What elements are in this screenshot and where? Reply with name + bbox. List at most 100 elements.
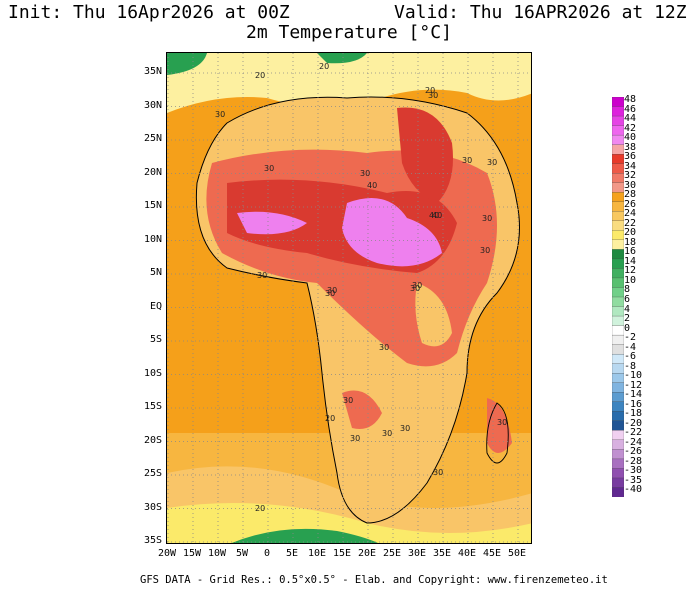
contour-label: 30 xyxy=(350,434,360,443)
colorbar-tick-label: 12 xyxy=(624,265,637,277)
longitude-label: 10E xyxy=(307,548,327,559)
longitude-label: 25E xyxy=(382,548,402,559)
colorbar-swatch xyxy=(612,258,624,269)
colorbar-swatch xyxy=(612,382,624,393)
latitude-label: 20N xyxy=(143,166,162,178)
contour-label: 20 xyxy=(255,504,265,513)
colorbar-swatch xyxy=(612,439,624,450)
colorbar-swatch xyxy=(612,211,624,222)
colorbar-swatch xyxy=(612,268,624,279)
contour-label: 30 xyxy=(360,169,370,178)
longitude-label: 30E xyxy=(407,548,427,559)
colorbar-swatch xyxy=(612,344,624,355)
longitude-label: 50E xyxy=(507,548,527,559)
colorbar-tick-label: -40 xyxy=(624,484,643,496)
colorbar-swatch xyxy=(612,97,624,107)
colorbar-tick-label: 22 xyxy=(624,217,637,229)
colorbar-swatch xyxy=(612,411,624,422)
variable-title: 2m Temperature [°C] xyxy=(246,22,452,43)
latitude-label: EQ xyxy=(149,300,162,312)
colorbar-swatch xyxy=(612,249,624,260)
colorbar-swatch xyxy=(612,353,624,365)
graticule xyxy=(167,53,531,543)
colorbar-tick-label: -6 xyxy=(624,351,637,363)
latitude-label: 25S xyxy=(143,468,162,479)
colorbar-tick-label: 38 xyxy=(624,141,637,153)
colorbar-tick-label: 8 xyxy=(624,284,631,296)
colorbar-tick-label: -8 xyxy=(624,360,637,372)
colorbar-swatch xyxy=(612,287,624,298)
init-time: Init: Thu 16Apr2026 at 00Z xyxy=(8,2,290,23)
colorbar-tick-label: -28 xyxy=(624,455,643,467)
colorbar-tick-label: -20 xyxy=(624,417,643,429)
contour-label: 20 xyxy=(319,62,329,71)
latitude-label: 20S xyxy=(143,434,162,446)
contour-label: 30 xyxy=(343,396,353,405)
colorbar-swatch xyxy=(612,458,624,469)
colorbar-swatch xyxy=(612,173,624,184)
contour-label: 20 xyxy=(325,414,335,423)
colorbar-swatch xyxy=(612,315,624,327)
colorbar-tick-label: 10 xyxy=(624,274,637,286)
colorbar-tick-label: 26 xyxy=(624,198,637,210)
colorbar-tick-label: 0 xyxy=(624,322,631,334)
colorbar-swatch xyxy=(612,134,624,146)
extreme-zone xyxy=(342,198,442,267)
temperature-map: 20 20 20 30 30 30 30 30 40 40 30 40 30 30 30 30 30 30 30 30… xyxy=(166,52,532,544)
colorbar-tick-label: -12 xyxy=(624,379,643,391)
colorbar-tick-label: 20 xyxy=(624,227,637,239)
highlands xyxy=(415,283,452,347)
north-green-2 xyxy=(317,53,367,64)
colorbar-tick-label: -26 xyxy=(624,446,643,458)
madagascar xyxy=(486,402,509,464)
contour-label: 30 xyxy=(382,429,392,438)
north-green xyxy=(167,53,207,75)
valid-time: Valid: Thu 16APR2026 at 12Z xyxy=(394,2,687,23)
colorbar-tick-label: -16 xyxy=(624,398,643,410)
colorbar-tick-label: 14 xyxy=(624,255,637,267)
contour-label: 30 xyxy=(428,91,438,100)
contour-label: 30 xyxy=(257,271,267,280)
contour-label: 30 xyxy=(264,164,274,173)
colorbar-tick-label: 34 xyxy=(624,160,637,172)
colorbar-swatch xyxy=(612,125,624,136)
colorbar-tick-label: 24 xyxy=(624,208,637,220)
colorbar-swatch xyxy=(612,477,624,488)
colorbar-swatch xyxy=(612,334,624,346)
nile-hot xyxy=(397,107,453,203)
longitude-label: 35E xyxy=(432,548,452,559)
colorbar-swatch xyxy=(612,420,624,431)
colorbar-tick-label: -35 xyxy=(624,474,643,486)
contour-label: 40 xyxy=(367,181,377,190)
latitude-label: 35S xyxy=(143,535,162,546)
colorbar-swatch xyxy=(612,468,624,479)
north-pale xyxy=(167,53,531,113)
colorbar-tick-label: -14 xyxy=(624,389,643,401)
latitude-label: 25N xyxy=(143,133,162,144)
longitude-label: 40E xyxy=(457,548,477,559)
extreme-zone-west xyxy=(237,211,307,235)
colorbar-tick-label: -22 xyxy=(624,427,643,439)
contour-label: 20 xyxy=(425,86,435,95)
colorbar-swatch xyxy=(612,449,624,460)
colorbar-tick-label: -24 xyxy=(624,436,643,448)
longitude-label: 20W xyxy=(157,548,177,559)
contour-label: 30 xyxy=(480,246,490,255)
colorbar-swatch xyxy=(612,296,624,307)
colorbar-tick-label: 40 xyxy=(624,132,637,144)
colorbar-swatch xyxy=(612,115,624,127)
contour-label: 30 xyxy=(482,214,492,223)
colorbar-tick-label: 48 xyxy=(624,94,637,105)
colorbar-swatch xyxy=(612,201,624,212)
colorbar-tick-label: -2 xyxy=(624,332,637,344)
colorbar-tick-label: -18 xyxy=(624,408,643,420)
colorbar-swatch xyxy=(612,182,624,193)
colorbar-swatch xyxy=(612,144,624,155)
latitude-label: 30N xyxy=(143,99,162,111)
contour-label: 40 xyxy=(432,211,442,220)
south-hot-1 xyxy=(342,390,382,429)
longitude-label: 0 xyxy=(263,548,271,559)
colorbar-swatch xyxy=(612,153,624,165)
